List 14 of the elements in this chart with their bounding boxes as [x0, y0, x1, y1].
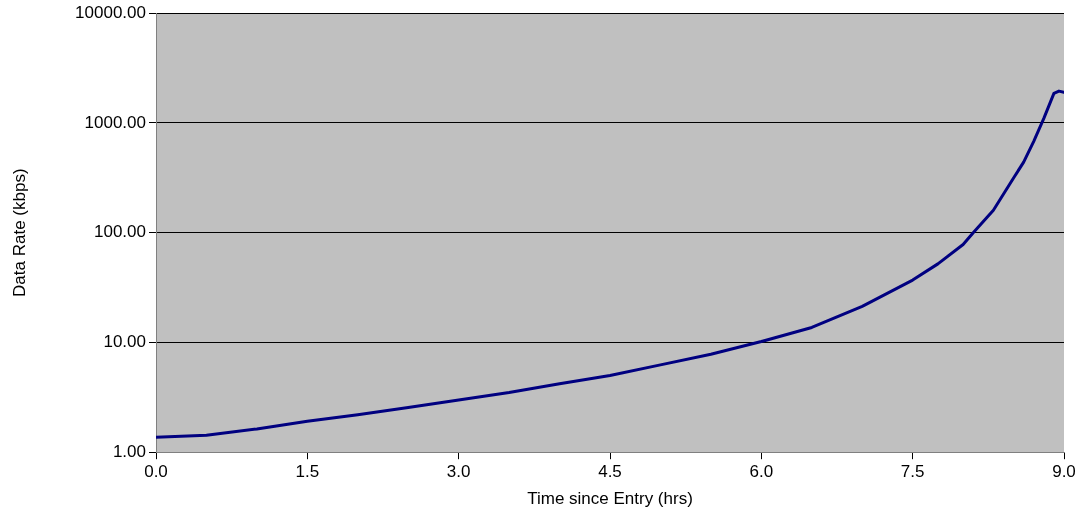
x-tick-label: 1.5 — [295, 462, 320, 482]
x-tick-label: 4.5 — [598, 462, 622, 482]
y-tick-label: 1.00 — [112, 441, 146, 461]
y-tick-label: 10.00 — [103, 332, 146, 352]
x-tick-label: 6.0 — [749, 462, 774, 482]
y-tick-label: 1000.00 — [84, 112, 146, 132]
x-tick-label: 9.0 — [1052, 462, 1076, 482]
y-axis-title: Data Rate (kbps) — [9, 168, 29, 297]
y-tick-label: 100.00 — [94, 222, 146, 242]
x-axis-title: Time since Entry (hrs) — [527, 489, 693, 509]
x-tick-label: 0.0 — [144, 462, 168, 482]
x-tick-label: 3.0 — [446, 462, 471, 482]
x-tick-label: 7.5 — [900, 462, 925, 482]
y-tick-label: 10000.00 — [75, 2, 146, 22]
